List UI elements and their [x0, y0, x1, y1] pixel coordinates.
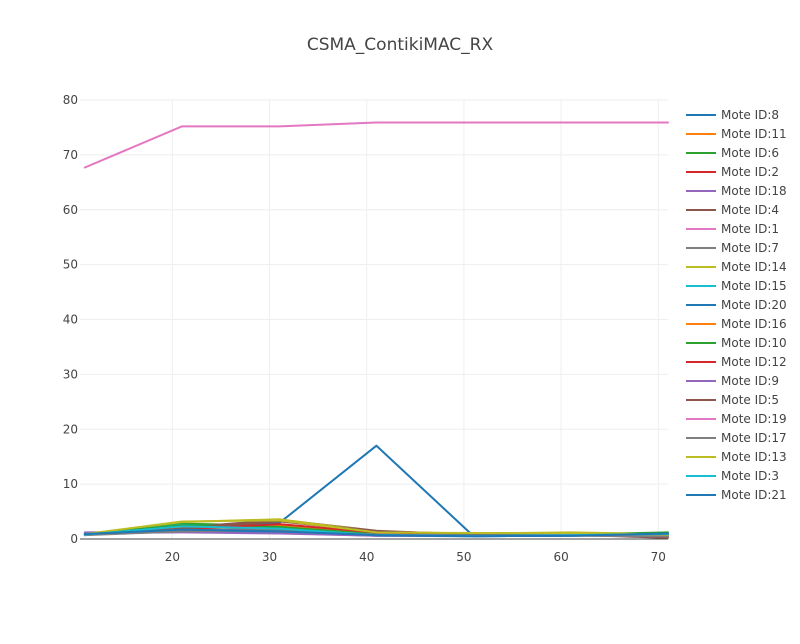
- legend-item[interactable]: Mote ID:12: [686, 355, 787, 369]
- legend-item[interactable]: Mote ID:19: [686, 412, 787, 426]
- legend-item[interactable]: Mote ID:20: [686, 298, 787, 312]
- x-tick-label: 20: [165, 550, 180, 564]
- legend-item[interactable]: Mote ID:21: [686, 488, 787, 502]
- legend-label: Mote ID:18: [721, 184, 787, 198]
- legend-item[interactable]: Mote ID:15: [686, 279, 787, 293]
- legend-label: Mote ID:20: [721, 298, 787, 312]
- legend-label: Mote ID:15: [721, 279, 787, 293]
- series-line-21: [83, 528, 669, 538]
- legend-label: Mote ID:3: [721, 469, 779, 483]
- x-tick-label: 40: [359, 550, 374, 564]
- series-line-19: [83, 519, 669, 536]
- legend-item[interactable]: Mote ID:1: [686, 222, 779, 236]
- y-tick-label: 10: [63, 477, 78, 491]
- legend-item[interactable]: Mote ID:6: [686, 146, 779, 160]
- legend-label: Mote ID:19: [721, 412, 787, 426]
- legend-label: Mote ID:13: [721, 450, 787, 464]
- legend-item[interactable]: Mote ID:13: [686, 450, 787, 464]
- legend-label: Mote ID:2: [721, 165, 779, 179]
- legend-item[interactable]: Mote ID:17: [686, 431, 787, 445]
- legend-item[interactable]: Mote ID:14: [686, 260, 787, 274]
- legend-item[interactable]: Mote ID:4: [686, 203, 779, 217]
- y-tick-label: 70: [63, 148, 78, 162]
- x-tick-label: 50: [456, 550, 471, 564]
- legend-label: Mote ID:12: [721, 355, 787, 369]
- chart-title: CSMA_ContikiMAC_RX: [307, 35, 494, 55]
- legend-label: Mote ID:14: [721, 260, 787, 274]
- legend-item[interactable]: Mote ID:8: [686, 108, 779, 122]
- legend-label: Mote ID:17: [721, 431, 787, 445]
- legend-item[interactable]: Mote ID:16: [686, 317, 787, 331]
- legend-item[interactable]: Mote ID:10: [686, 336, 787, 350]
- y-tick-label: 20: [63, 422, 78, 436]
- y-tick-label: 30: [63, 367, 78, 381]
- x-tick-label: 30: [262, 550, 277, 564]
- legend-label: Mote ID:10: [721, 336, 787, 350]
- x-tick-label: 60: [553, 550, 568, 564]
- legend-label: Mote ID:5: [721, 393, 779, 407]
- y-tick-label: 50: [63, 258, 78, 272]
- x-tick-label: 70: [651, 550, 666, 564]
- y-tick-label: 60: [63, 203, 78, 217]
- legend-item[interactable]: Mote ID:5: [686, 393, 779, 407]
- legend-label: Mote ID:1: [721, 222, 779, 236]
- legend-label: Mote ID:8: [721, 108, 779, 122]
- grid: [80, 99, 668, 540]
- legend-item[interactable]: Mote ID:3: [686, 469, 779, 483]
- legend-label: Mote ID:11: [721, 127, 787, 141]
- y-axis-ticks: 0 10 20 30 40 50 60 70 80: [63, 93, 78, 546]
- series-line-7: [83, 121, 669, 169]
- series-lines: [83, 121, 669, 539]
- legend-label: Mote ID:6: [721, 146, 779, 160]
- y-tick-label: 40: [63, 313, 78, 327]
- legend-item[interactable]: Mote ID:11: [686, 127, 787, 141]
- legend-label: Mote ID:4: [721, 203, 779, 217]
- legend-item[interactable]: Mote ID:9: [686, 374, 779, 388]
- x-axis-ticks: 20 30 40 50 60 70: [165, 550, 666, 564]
- legend-label: Mote ID:7: [721, 241, 779, 255]
- y-tick-label: 0: [70, 532, 78, 546]
- legend-label: Mote ID:9: [721, 374, 779, 388]
- legend-label: Mote ID:21: [721, 488, 787, 502]
- legend-item[interactable]: Mote ID:2: [686, 165, 779, 179]
- legend-item[interactable]: Mote ID:7: [686, 241, 779, 255]
- y-tick-label: 80: [63, 93, 78, 107]
- legend-label: Mote ID:16: [721, 317, 787, 331]
- legend[interactable]: Mote ID:8 Mote ID:11 Mote ID:6 Mote ID:2 Mot…: [686, 108, 787, 502]
- legend-item[interactable]: Mote ID:18: [686, 184, 787, 198]
